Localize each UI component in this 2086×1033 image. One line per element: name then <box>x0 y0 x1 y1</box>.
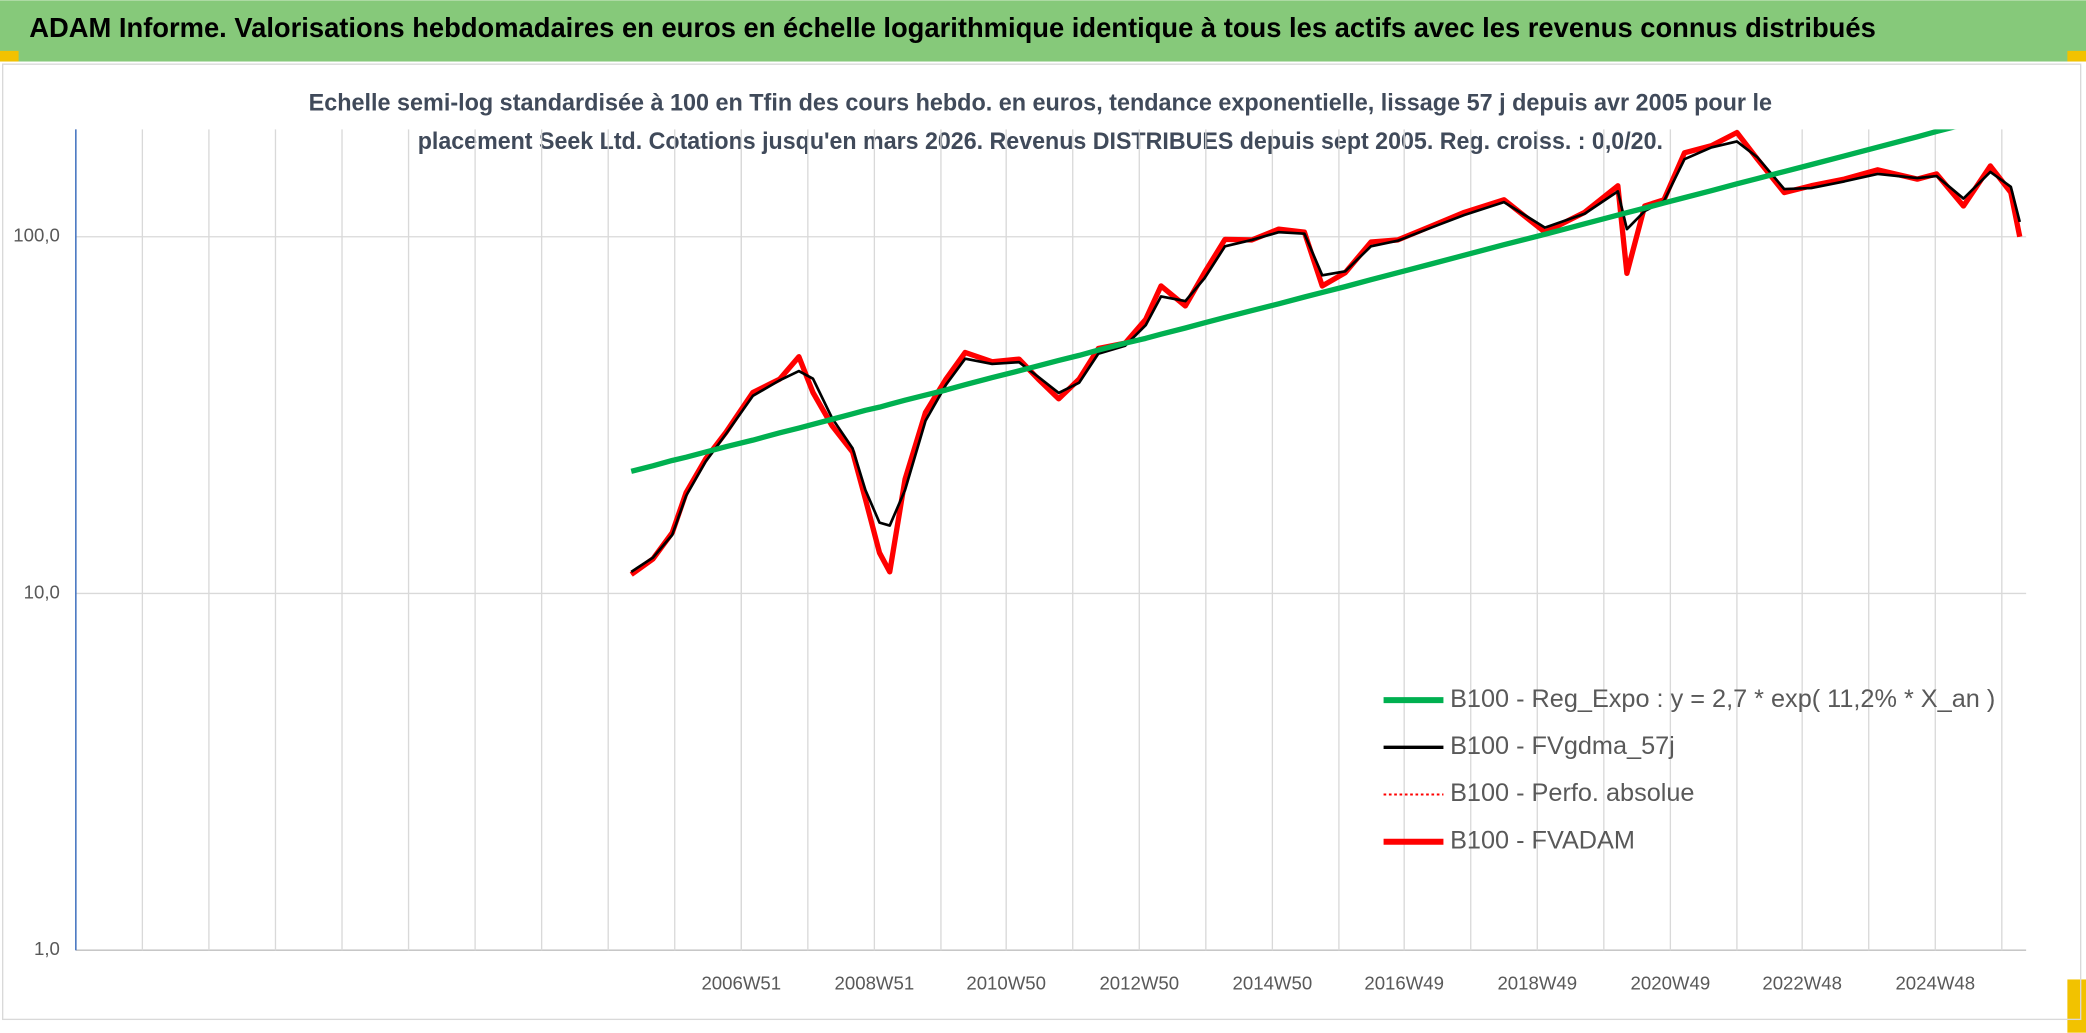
x-tick-label: 2008W51 <box>835 973 915 994</box>
x-tick-label: 2012W50 <box>1099 973 1179 994</box>
chart-title: ADAM Informe. Valorisations hebdomadaire… <box>29 12 1876 43</box>
chart-frame <box>1 63 2082 1021</box>
x-tick-label: 2016W49 <box>1364 973 1444 994</box>
corner-mark <box>0 50 19 62</box>
legend-label: B100 - Perfo. absolue <box>1450 779 1694 807</box>
y-tick-label: 10,0 <box>24 581 60 602</box>
legend-label: B100 - Reg_Expo : y = 2,7 * exp( 11,2% *… <box>1450 685 1995 713</box>
plot-lines <box>629 129 2023 577</box>
x-tick-label: 2010W50 <box>966 973 1046 994</box>
legend-label: B100 - FVgdma_57j <box>1450 732 1675 760</box>
series-line <box>630 129 1956 474</box>
subtitle: placement Seek Ltd. Cotations jusqu'en m… <box>418 128 1663 155</box>
axes: 1,0 10,0 100,0 2006W51 2008W51 2010W50 2012W50… <box>13 129 1975 994</box>
corner-mark <box>2067 979 2086 1033</box>
legend-label: B100 - FVADAM <box>1450 826 1635 854</box>
corner-mark <box>2067 50 2086 62</box>
subtitle: Echelle semi-log standardisée à 100 en T… <box>309 89 1772 116</box>
y-tick-label: 100,0 <box>13 225 60 246</box>
legend: B100 - Reg_Expo : y = 2,7 * exp( 11,2% *… <box>1383 685 1995 854</box>
header-bar <box>0 0 2086 62</box>
x-tick-label: 2020W49 <box>1631 973 1711 994</box>
x-tick-label: 2022W48 <box>1762 973 1842 994</box>
x-tick-label: 2014W50 <box>1233 973 1313 994</box>
y-tick-label: 1,0 <box>34 938 60 959</box>
x-tick-label: 2018W49 <box>1497 973 1577 994</box>
x-tick-label: 2006W51 <box>701 973 781 994</box>
x-tick-label: 2024W48 <box>1895 973 1975 994</box>
